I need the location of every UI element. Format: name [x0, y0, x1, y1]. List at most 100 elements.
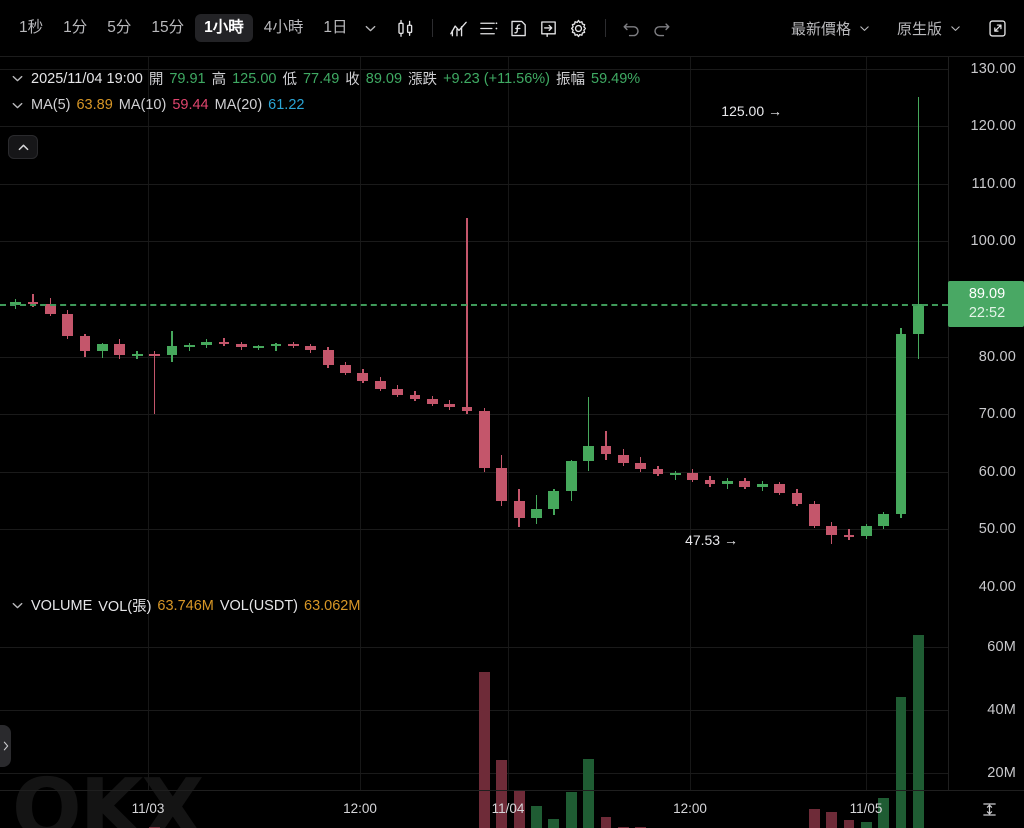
volume-legend: VOLUME VOL(張) 63.746M VOL(USDT) 63.062M	[10, 595, 360, 616]
timeframe-5[interactable]: 4小時	[263, 19, 304, 37]
candle-body	[166, 346, 178, 355]
time-tick-label: 12:00	[673, 801, 707, 816]
candlestick-chart-icon[interactable]	[391, 13, 421, 43]
candle-body	[114, 343, 126, 356]
price-mode-dropdown[interactable]: 最新價格	[787, 13, 875, 44]
volume-bar	[861, 821, 872, 828]
ma20-value: 61.22	[268, 97, 305, 113]
price-mode-label: 最新價格	[790, 20, 851, 38]
undo-icon[interactable]	[617, 13, 647, 43]
ohlc-low-label: 低	[282, 72, 297, 88]
chevron-down-icon	[949, 22, 962, 35]
candle-body	[270, 344, 282, 347]
gridline	[0, 414, 948, 416]
ma5-value: 63.89	[76, 97, 113, 113]
ma-collapse-chevron-down-icon[interactable]	[10, 98, 25, 113]
candle-wick	[466, 218, 468, 415]
candle-body	[704, 479, 716, 485]
pane-collapse-button[interactable]	[8, 135, 38, 159]
ohlc-collapse-chevron-down-icon[interactable]	[10, 71, 25, 86]
timeframe-4[interactable]: 1小時	[195, 14, 253, 42]
candle-body	[600, 445, 612, 455]
candle-wick	[188, 342, 190, 351]
candle-body	[808, 504, 820, 526]
time-tick-label: 12:00	[343, 801, 377, 816]
volume-tick-label: 40M	[987, 701, 1016, 718]
candle-body	[183, 345, 195, 347]
candle-body	[878, 514, 890, 526]
current-price-time: 22:52	[968, 304, 1006, 321]
timeframe-2[interactable]: 5分	[107, 19, 132, 37]
time-axis[interactable]: 11/03 12:00 11/04 12:00 11/05	[0, 790, 1024, 828]
version-mode-dropdown[interactable]: 原生版	[893, 13, 966, 44]
redo-icon[interactable]	[647, 13, 677, 43]
price-tick-label: 70.00	[978, 406, 1016, 423]
gridline	[0, 772, 948, 774]
timeframe-0[interactable]: 1秒	[19, 19, 44, 37]
timeframe-6[interactable]: 1日	[323, 19, 348, 37]
ohlc-open-label: 開	[148, 72, 164, 88]
candle-body	[861, 525, 872, 537]
volume-tick-label: 60M	[987, 638, 1016, 655]
vertical-gridline	[148, 57, 149, 790]
alert-arrow-icon[interactable]	[534, 13, 564, 43]
volume-bar	[565, 791, 577, 828]
ma5-label: MA(5)	[31, 97, 71, 113]
volume-qty-label: VOL(張)	[98, 599, 152, 615]
candle-body	[235, 343, 247, 348]
version-mode-label: 原生版	[896, 20, 942, 38]
volume-bar	[843, 820, 855, 828]
ohlc-legend: 2025/11/04 19:00 開 79.91 高 125.00 低 77.4…	[10, 68, 640, 89]
volume-title: VOLUME	[31, 597, 93, 614]
candle-body	[670, 472, 681, 475]
price-tick-label: 40.00	[978, 579, 1016, 595]
ohlc-change-label: 漲跌	[408, 72, 438, 88]
left-drawer-handle[interactable]	[0, 725, 11, 767]
price-axis[interactable]: 130.00 120.00 110.00 100.00 80.00 70.00 60.00 5…	[948, 57, 1024, 790]
candle-body	[513, 500, 525, 518]
vertical-gridline	[508, 57, 509, 790]
candle-body	[687, 472, 699, 480]
chart-area[interactable]: OKX 125.00 → 47.53 → 2025/11/04 19:00 開 7…	[0, 57, 1024, 828]
okx-watermark: OKX	[12, 762, 204, 828]
fullscreen-icon[interactable]	[982, 13, 1012, 43]
gridline	[0, 68, 948, 70]
candle-body	[131, 354, 143, 356]
price-tick-label: 120.00	[970, 118, 1016, 135]
candle-body	[652, 469, 664, 475]
candle-body	[322, 349, 334, 365]
candle-body	[826, 525, 838, 536]
ohlc-close-value: 89.09	[365, 70, 403, 87]
timeframe-1[interactable]: 1分	[63, 19, 88, 37]
candle-body	[409, 394, 421, 400]
candle-body	[97, 343, 108, 351]
volume-usdt-label: VOL(USDT)	[219, 597, 299, 614]
candle-body	[895, 333, 907, 515]
candle-body	[218, 341, 230, 344]
candle-body	[496, 468, 508, 501]
volume-bar	[531, 806, 542, 828]
volume-bar	[513, 790, 525, 828]
gear-icon[interactable]	[564, 13, 594, 43]
candle-body	[357, 372, 369, 381]
price-tick-label: 60.00	[978, 463, 1016, 480]
candle-body	[617, 454, 629, 464]
volume-bar	[826, 812, 838, 828]
candle-wick	[535, 494, 538, 524]
layout-list-icon[interactable]	[474, 13, 504, 43]
candle-body	[461, 407, 473, 411]
axis-scale-handle-icon[interactable]	[976, 796, 1002, 822]
volume-pane[interactable]	[0, 591, 948, 828]
indicator-icon[interactable]	[444, 13, 474, 43]
timeframe-more-chevron-down-icon[interactable]	[359, 16, 383, 40]
gridline	[0, 241, 948, 243]
price-pane[interactable]	[0, 57, 948, 587]
candle-body	[531, 509, 542, 518]
volume-collapse-chevron-down-icon[interactable]	[10, 598, 25, 613]
function-icon[interactable]	[504, 13, 534, 43]
ohlc-datetime: 2025/11/04 19:00	[31, 70, 143, 87]
toolbar-divider-2	[604, 19, 606, 37]
candle-body	[791, 492, 803, 505]
vertical-gridline	[866, 57, 867, 790]
timeframe-3[interactable]: 15分	[151, 19, 185, 37]
